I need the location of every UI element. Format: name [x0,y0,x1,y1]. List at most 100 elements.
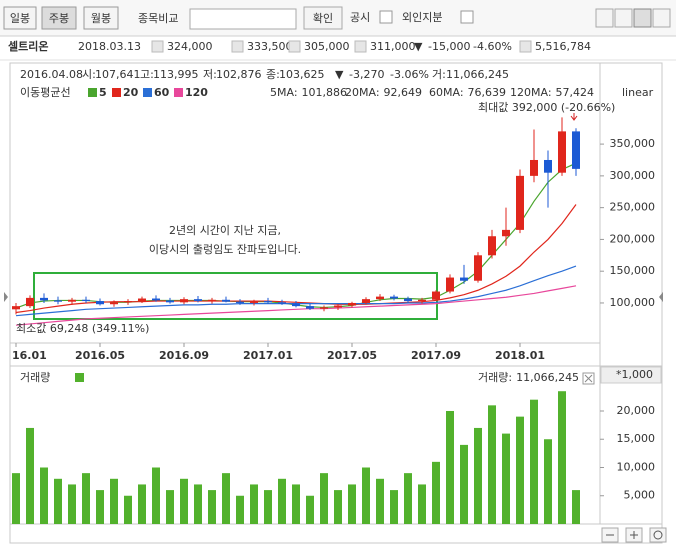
x-tick-label: 2018.01 [495,349,545,362]
disclosure-label: 공시 [350,11,370,24]
disclosure-checkbox[interactable] [379,10,393,24]
candle-body [558,131,566,173]
period-button[interactable] [3,6,37,30]
legend-swatch [174,88,183,97]
close-icon [584,374,593,383]
candle-body [376,296,384,300]
cursor-change-pct: -3.06% [390,68,429,81]
ma-readout: 92,649 [384,86,423,99]
volume-bar [194,484,202,524]
cursor-label: 시: [82,68,96,81]
candle-body [418,299,426,302]
y-tick-label: 15,000 [617,432,656,445]
note-line: 이당시의 출렁임도 잔파도입니다. [149,243,301,256]
quote-icon [151,40,164,53]
volume-bar [222,473,230,524]
candle-body [278,302,286,304]
ma-readout-label: 120MA: [510,86,552,99]
confirm-button[interactable] [303,6,343,30]
candle-body [180,299,188,303]
volume-readout-label: 거래량: [478,371,512,384]
cursor-label: 고: [140,68,154,81]
candle-body [166,300,174,303]
reset[interactable] [649,527,667,543]
cursor-label: 저: [203,68,217,81]
candle-body [12,306,20,310]
volume-bar [152,467,160,524]
candle-body [474,255,482,281]
candle-body [138,298,146,302]
y-tick-label: 20,000 [617,404,656,417]
volume-readout: 11,066,245 [516,371,579,384]
legend-label: 60 [154,86,170,99]
quote-arrow: ▼ [414,40,423,53]
volume-bar [558,391,566,524]
candle-body [236,301,244,303]
scroll-left[interactable] [4,292,8,302]
volume-bar [432,461,440,524]
x-tick-label: 2016.05 [75,349,125,362]
volume-swatch [75,373,84,382]
chart-frame [9,62,663,544]
quote-low: 305,000 [304,40,350,53]
tool-icon[interactable] [614,8,633,28]
candle-body [460,277,468,281]
candle-body [110,302,118,305]
cursor-value: 103,625 [279,68,325,81]
candle-body [320,307,328,309]
candle-body [54,300,62,302]
candle-body [432,291,440,300]
tool-icon[interactable] [595,8,614,28]
cursor-value: 113,995 [153,68,199,81]
legend-label: 120 [185,86,208,99]
volume-unit: *1,000 [616,368,653,381]
volume-bar [68,484,76,524]
candle-body [222,299,230,302]
candle-body [502,229,510,237]
candle-body [348,302,356,306]
period-button[interactable] [41,6,77,30]
candle-body [362,299,370,303]
cursor-volume-label: 거: [432,68,446,81]
ma-readout-label: 5MA: [270,86,298,99]
period-button-label: 주봉 [49,12,69,25]
compare-input[interactable] [189,8,297,30]
volume-bar [404,473,412,524]
note-line: 2년의 시간이 지난 지금, [169,224,281,237]
cursor-label: 종: [266,68,280,81]
min-label: 최소값 69,248 (349.11%) [16,322,149,335]
tool-icon[interactable] [652,8,671,28]
volume-bar [516,416,524,524]
quote-change: -15,000 [428,40,470,53]
y-tick-label: 150,000 [610,264,656,277]
tool-icon[interactable] [633,8,652,28]
y-tick-label: 100,000 [610,296,656,309]
candle-body [572,131,580,169]
volume-bar [418,484,426,524]
confirm-label: 확인 [313,12,333,25]
foreign-checkbox[interactable] [460,10,474,24]
cursor-value: 102,876 [216,68,262,81]
compare-label: 종목비교 [138,12,178,25]
volume-bar [236,495,244,524]
volume-bar [320,473,328,524]
volume-bar [110,478,118,524]
volume-bar [250,484,258,524]
quote-open: 324,000 [167,40,213,53]
quote-change-pct: -4.60% [473,40,512,53]
plus-icon [630,531,638,539]
ma-readout: 101,886 [302,86,348,99]
volume-bar [292,484,300,524]
quote-icon [288,40,301,53]
volume-bar [264,490,272,524]
cursor-volume: 11,066,245 [446,68,509,81]
volume-bar [544,439,552,524]
volume-bar [166,490,174,524]
legend-swatch [143,88,152,97]
max-arrow [570,113,578,121]
scroll-right[interactable] [659,292,663,302]
zoom-buttons [601,527,667,543]
period-button[interactable] [83,6,119,30]
candle-body [292,303,300,307]
